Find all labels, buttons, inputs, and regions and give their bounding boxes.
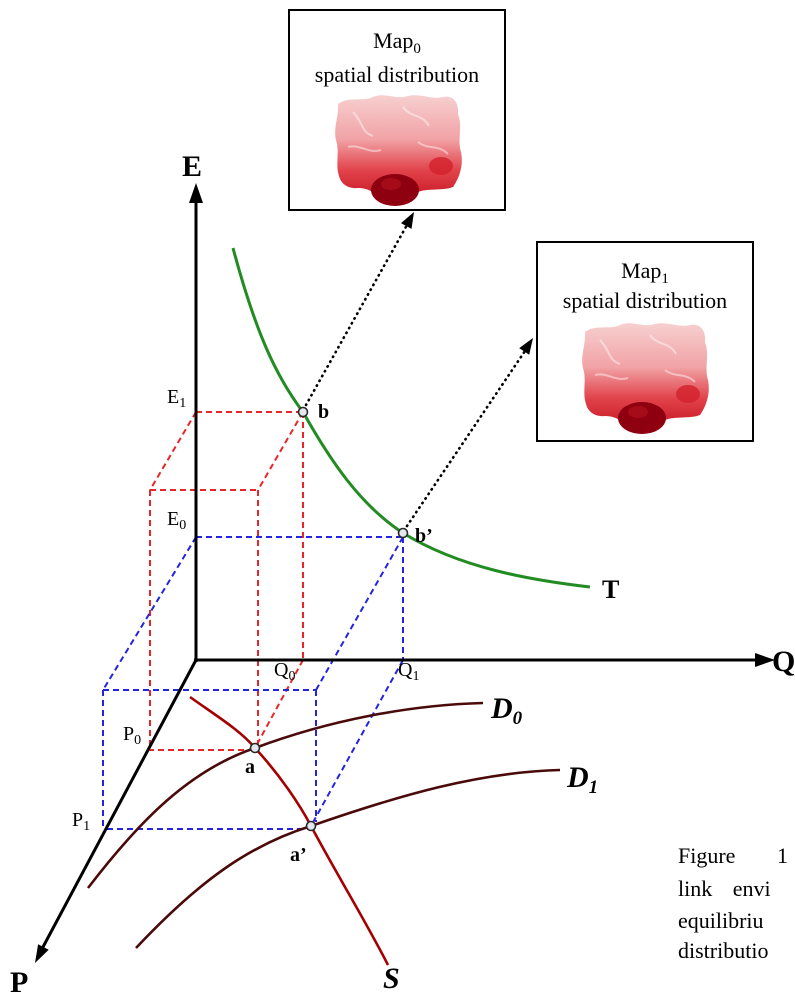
map-1-caption: spatial distribution (563, 288, 727, 313)
figure-caption: Figure 1 link envi equilibriu distributi… (678, 843, 788, 963)
q1-label: Q1 (398, 659, 419, 684)
e0-label: E0 (167, 508, 186, 533)
d1-curve (135, 768, 561, 949)
caption-line-2: link envi (678, 876, 771, 901)
e0-depth-line-right (315, 536, 404, 691)
b-to-map-0-arrowhead (401, 212, 414, 229)
point-b-prime (397, 527, 409, 539)
point-a (249, 742, 261, 754)
d1-curve-label: D1 (566, 761, 598, 798)
p-axis-label: P (10, 966, 28, 993)
q1-depth-line (310, 659, 404, 827)
e-axis-label: E (182, 150, 202, 183)
d0-curve-label: D0 (490, 692, 523, 729)
e1-depth-line-right (257, 411, 304, 491)
caption-line-4: distributio (678, 938, 768, 963)
p0-label: P0 (123, 723, 141, 748)
e0-guide-box (102, 536, 404, 830)
b-prime-to-map-1-dotted-line (405, 349, 527, 528)
e1-label: E1 (167, 386, 186, 411)
t-curve-label: T (602, 575, 619, 604)
b-to-map-0-arrow (304, 212, 414, 407)
point-a-prime (305, 820, 317, 832)
b-to-map-0-dotted-line (304, 223, 409, 407)
axes: E Q P (10, 150, 795, 993)
map-0-panel: Map0 spatial distribution (288, 9, 506, 211)
q0-depth-line (254, 659, 304, 749)
map-1-panel: Map1 spatial distribution (536, 241, 754, 442)
point-a-label: a (245, 756, 255, 778)
map-0-title: Map0 (373, 28, 421, 57)
e-axis-arrowhead (189, 183, 203, 203)
map-1-title: Map1 (621, 258, 669, 287)
t-curve (231, 247, 591, 589)
s-curve-label: S (383, 962, 400, 993)
point-b (297, 406, 309, 418)
b-prime-to-map-1-arrowhead (519, 338, 533, 355)
p-axis-arrowhead (35, 944, 49, 963)
p-axis (41, 659, 198, 948)
point-b-prime-label: b’ (415, 525, 433, 547)
q-axis-arrowhead (755, 653, 775, 667)
e1-depth-line-left (149, 411, 197, 491)
caption-line-1: Figure 1 (678, 843, 788, 868)
e1-guide-box (148, 411, 304, 751)
d0-curve (86, 701, 484, 889)
q0-label: Q0 (274, 659, 295, 684)
s-curve (189, 695, 390, 966)
level-labels: E1 E0 Q0 Q1 P0 P1 (72, 386, 419, 834)
point-b-label: b (318, 401, 329, 423)
caption-line-3: equilibriu (678, 908, 764, 933)
b-prime-to-map-1-arrow (405, 338, 533, 528)
p1-label: P1 (72, 809, 90, 834)
q-axis-label: Q (772, 645, 795, 678)
map-0-caption: spatial distribution (315, 62, 479, 87)
point-a-prime-label: a’ (290, 844, 307, 866)
